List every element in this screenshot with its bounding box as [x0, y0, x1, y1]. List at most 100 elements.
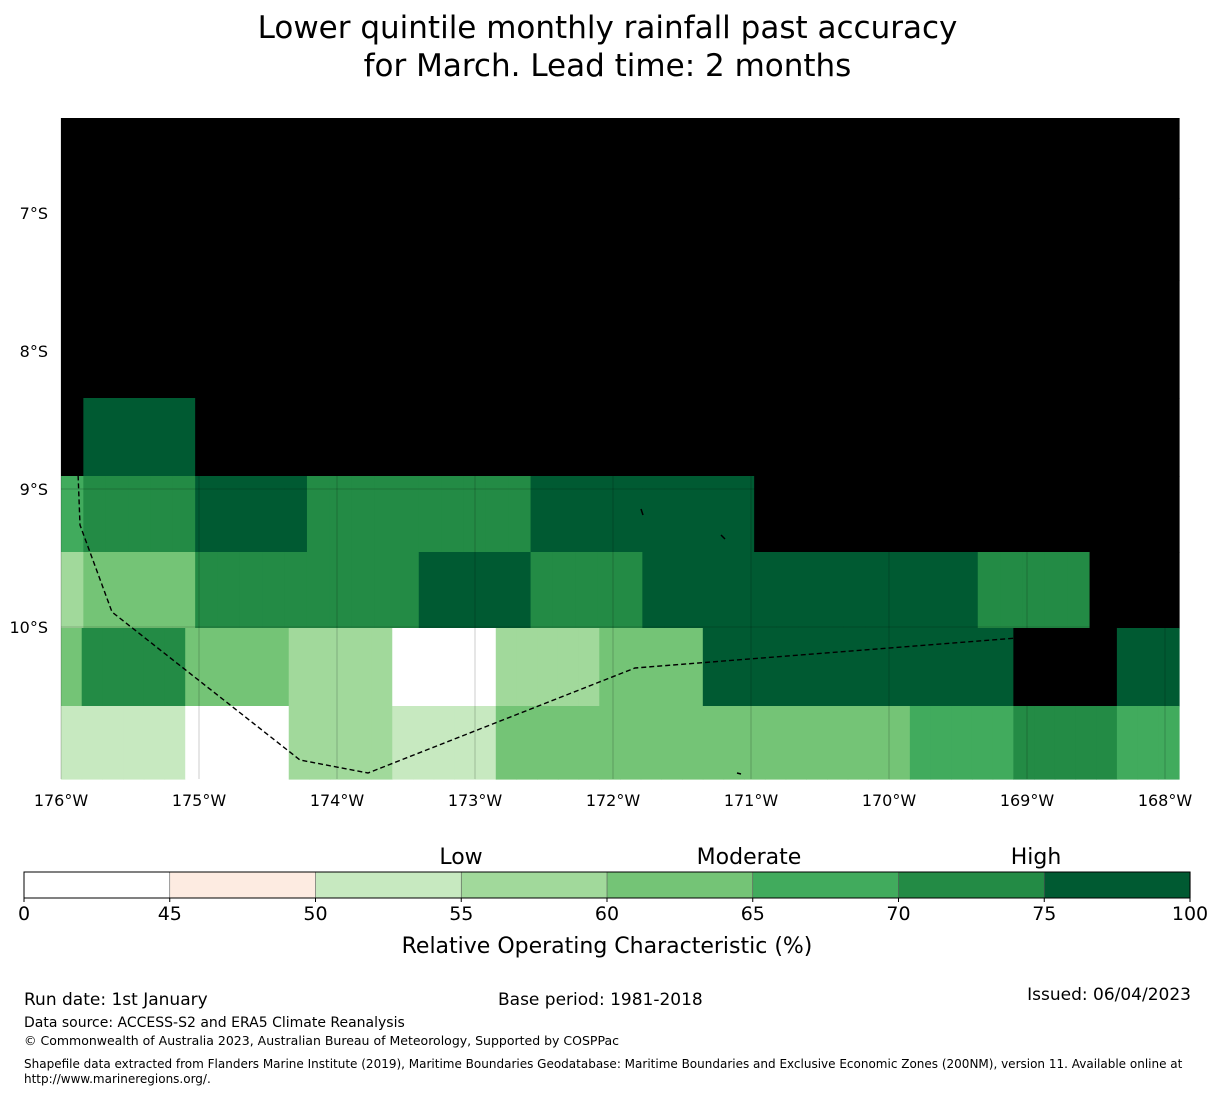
map-cell: [396, 118, 420, 199]
map-cell: [661, 628, 683, 707]
map-cell: [61, 280, 84, 399]
map-cell: [374, 552, 397, 629]
map-cell: [1067, 118, 1091, 199]
map-cell: [620, 198, 643, 281]
map-cell: [351, 398, 375, 477]
map-cell: [1111, 398, 1135, 477]
map-cell: [1067, 398, 1091, 477]
map-cell: [821, 118, 845, 199]
map-cell: [247, 628, 269, 707]
colorbar-category: High: [1011, 845, 1062, 870]
lon-label: 169°W: [1000, 791, 1055, 810]
map-cell: [731, 280, 755, 399]
colorbar-tick-label: 75: [1032, 903, 1056, 925]
map-cell: [508, 552, 532, 629]
map-cell: [888, 198, 912, 281]
map-cell: [971, 706, 994, 780]
map-cell: [977, 118, 1001, 199]
map-cell: [441, 198, 465, 281]
lon-label: 175°W: [172, 791, 227, 810]
map-cell: [306, 280, 330, 399]
map-cell: [731, 476, 755, 553]
map-cell: [217, 280, 241, 399]
map-cell: [329, 398, 353, 477]
map-cell: [195, 398, 219, 477]
map-cell: [776, 118, 800, 199]
map-cell: [702, 628, 725, 707]
map-cell: [933, 476, 956, 553]
map-cell: [239, 198, 263, 281]
map-cell: [351, 198, 375, 281]
map-cell: [971, 628, 994, 707]
map-cell: [933, 280, 956, 399]
map-cell: [552, 118, 576, 199]
map-cell: [475, 706, 497, 780]
map-cell: [1022, 476, 1046, 553]
map-cell: [150, 118, 174, 199]
map-cell: [868, 628, 890, 707]
map-cell: [754, 118, 778, 199]
map-cell: [530, 476, 554, 553]
map-cell: [1156, 280, 1180, 399]
map-cell: [977, 552, 1001, 629]
map-cell: [597, 476, 621, 553]
map-cell: [105, 398, 129, 477]
map-cell: [217, 476, 241, 553]
map-cell: [374, 398, 397, 477]
map-cell: [642, 398, 666, 477]
map-cell: [1022, 118, 1046, 199]
map-cell: [664, 198, 688, 281]
map-cell: [865, 398, 889, 477]
map-cell: [1111, 280, 1135, 399]
map-cell: [843, 552, 867, 629]
lon-label: 168°W: [1138, 791, 1193, 810]
map-cell: [642, 198, 666, 281]
map-cell: [262, 118, 286, 199]
colorbar-tick-label: 70: [886, 903, 910, 925]
map-cell: [552, 398, 576, 477]
map-cell: [754, 198, 778, 281]
map-cell: [798, 476, 822, 553]
map-cell: [537, 706, 559, 780]
island-mark: [736, 772, 742, 775]
map-cell: [785, 706, 807, 780]
lat-label: 10°S: [9, 618, 48, 637]
map-cell: [723, 706, 745, 780]
map-cell: [977, 280, 1001, 399]
map-cell: [909, 628, 932, 707]
map-cell: [1134, 398, 1158, 477]
map-cell: [226, 628, 248, 707]
map-cell: [392, 706, 414, 780]
map-cell: [412, 628, 435, 707]
map-cell: [150, 552, 174, 629]
map-cell: [306, 552, 330, 629]
map-cell: [371, 706, 393, 780]
map-cell: [371, 628, 393, 707]
map-cell: [172, 118, 196, 199]
map-cell: [620, 118, 643, 199]
map-cell: [597, 198, 621, 281]
map-cell: [463, 118, 487, 199]
map-cell: [1054, 706, 1077, 780]
map-cell: [552, 280, 576, 399]
map-cell: [1000, 552, 1024, 629]
map-cell: [306, 476, 330, 553]
map-cell: [1044, 280, 1068, 399]
colorbar-tick-label: 50: [303, 903, 327, 925]
map-cell: [687, 280, 711, 399]
map-cell: [205, 706, 228, 780]
map-cell: [485, 118, 509, 199]
map-cell: [61, 198, 84, 281]
colorbar-swatch: [898, 871, 1045, 899]
map-cell: [128, 398, 152, 477]
map-title-line2: for March. Lead time: 2 months: [363, 48, 852, 84]
map-cell: [552, 198, 576, 281]
map-cell: [806, 706, 828, 780]
map-cell: [123, 706, 145, 780]
colorbar-swatch: [315, 871, 462, 899]
base-period: Base period: 1981-2018: [498, 990, 703, 1010]
map-cell: [105, 552, 129, 629]
map-cell: [682, 628, 704, 707]
map-cell: [172, 280, 196, 399]
colorbar-swatch: [169, 871, 317, 899]
